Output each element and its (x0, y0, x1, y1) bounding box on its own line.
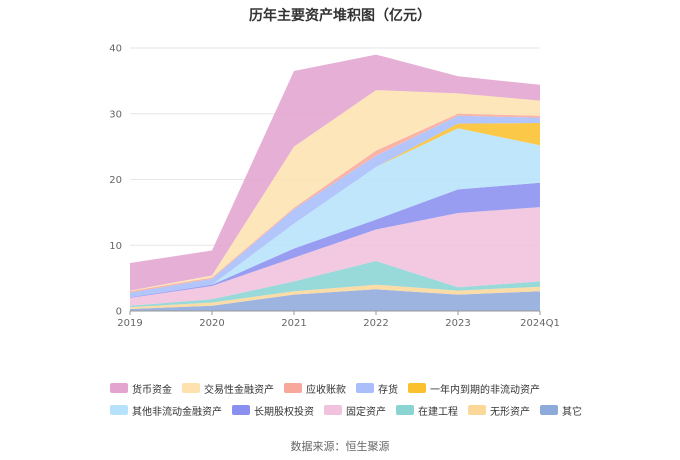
area-series-交易性金融资产 (130, 90, 540, 292)
area-series-无形资产 (130, 284, 540, 309)
legend-item[interactable]: 一年内到期的非流动资产 (408, 381, 540, 396)
x-tick-label: 2024Q1 (520, 318, 560, 329)
legend-item[interactable]: 交易性金融资产 (182, 381, 274, 396)
y-tick-label: 40 (109, 44, 122, 55)
legend-swatch (110, 383, 128, 393)
y-tick-label: 30 (109, 109, 122, 120)
legend-label: 存货 (378, 384, 398, 396)
legend-swatch (182, 383, 200, 393)
legend-swatch (324, 405, 342, 415)
legend-item[interactable]: 无形资产 (468, 403, 530, 418)
x-tick-label: 2023 (445, 318, 470, 329)
legend-swatch (284, 383, 302, 393)
stacked-area-chart: 0 10 20 30 40 2019 2020 2021 2022 2023 2024Q1 (109, 44, 560, 330)
legend-swatch (408, 383, 426, 393)
x-tick-label: 2020 (199, 318, 224, 329)
legend-item[interactable]: 固定资产 (324, 403, 386, 418)
area-series-其它 (130, 289, 540, 311)
legend-swatch (110, 405, 128, 415)
x-tick-label: 2022 (363, 318, 388, 329)
area-series-长期股权投资 (130, 182, 540, 298)
area-series-在建工程 (130, 261, 540, 308)
area-series-货币资金 (130, 54, 540, 291)
legend-swatch (468, 405, 486, 415)
legend-item[interactable]: 在建工程 (396, 403, 458, 418)
area-series-其他非流动金融资产 (130, 128, 540, 298)
chart-legend: 货币资金 交易性金融资产 应收账款 存货 一年内到期的非流动资产其他非流动金融资产 长期股… (110, 378, 630, 422)
legend-swatch (232, 405, 250, 415)
legend-label: 其它 (562, 406, 582, 418)
legend-label: 交易性金融资产 (204, 384, 274, 396)
legend-swatch (396, 405, 414, 415)
legend-row: 其他非流动金融资产 长期股权投资 固定资产 在建工程 无形资产 其它 (110, 400, 630, 420)
y-tick-label: 20 (109, 175, 122, 186)
data-source: 数据来源：恒生聚源 (290, 440, 390, 453)
legend-item[interactable]: 其他非流动金融资产 (110, 403, 222, 418)
legend-label: 货币资金 (132, 384, 172, 396)
legend-item[interactable]: 长期股权投资 (232, 403, 314, 418)
x-tick-label: 2021 (281, 318, 306, 329)
legend-label: 应收账款 (306, 384, 346, 396)
area-series-固定资产 (130, 207, 540, 306)
legend-row: 货币资金 交易性金融资产 应收账款 存货 一年内到期的非流动资产 (110, 378, 630, 398)
legend-item[interactable]: 应收账款 (284, 381, 346, 396)
legend-label: 长期股权投资 (254, 406, 314, 418)
legend-swatch (540, 405, 558, 415)
legend-item[interactable]: 存货 (356, 381, 398, 396)
legend-item[interactable]: 其它 (540, 403, 582, 418)
legend-label: 其他非流动金融资产 (132, 406, 222, 418)
y-tick-label: 0 (116, 307, 122, 318)
legend-label: 在建工程 (418, 406, 458, 418)
legend-label: 固定资产 (346, 406, 386, 418)
legend-item[interactable]: 货币资金 (110, 381, 172, 396)
chart-title: 历年主要资产堆积图（亿元） (249, 8, 431, 24)
legend-label: 无形资产 (490, 406, 530, 418)
legend-swatch (356, 383, 374, 393)
y-tick-label: 10 (109, 241, 122, 252)
x-tick-label: 2019 (117, 318, 142, 329)
legend-label: 一年内到期的非流动资产 (430, 384, 540, 396)
